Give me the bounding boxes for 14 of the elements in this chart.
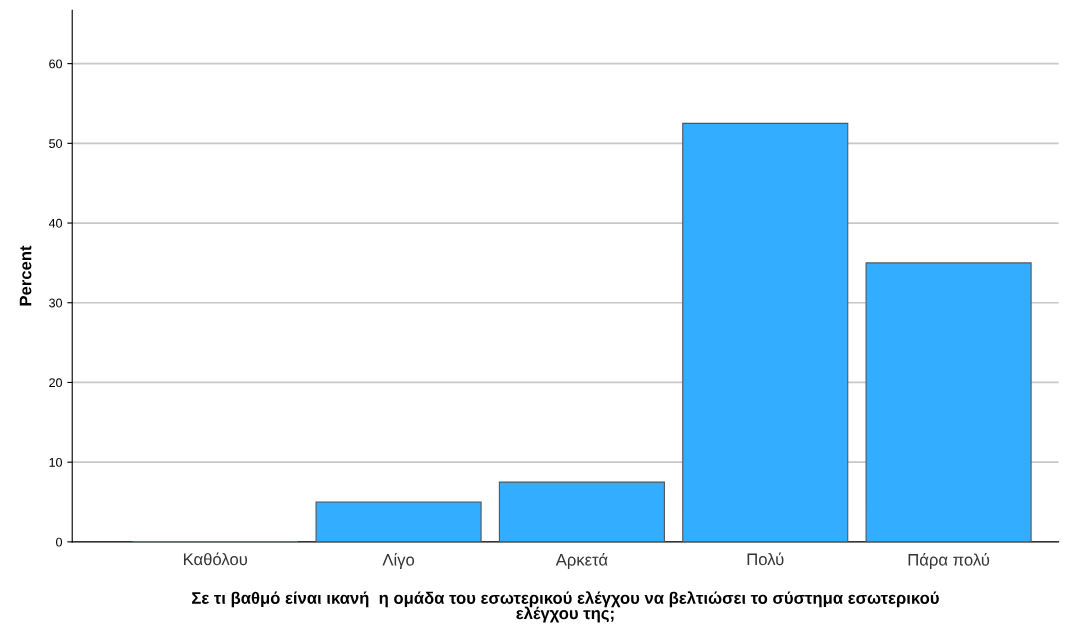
x-tick-label: Πάρα πολύ: [908, 552, 990, 569]
y-tick-label: 20: [49, 378, 63, 388]
x-tick-label: Καθόλου: [183, 552, 248, 566]
y-tick-label: 10: [49, 457, 63, 467]
y-tick-label: 40: [48, 218, 63, 228]
y-tick-label: 50: [49, 139, 63, 148]
x-tick-label: Λίγο: [382, 552, 415, 569]
y-tick-label: 0: [56, 537, 63, 547]
y-tick-label: 60: [49, 59, 63, 69]
y-axis-title: Percent: [19, 245, 32, 306]
x-axis-title: Σε τι βαθμό είναι ικανή η ομάδα του εσωτερικού ελέγχου να βελτιώσει το σύστημα εσωτερικού ελέγχου της;: [192, 591, 939, 623]
x-tick-label: Πολύ: [747, 552, 784, 566]
y-tick-label: 30: [49, 298, 63, 308]
x-tick-label: Αρκετά: [555, 552, 608, 569]
